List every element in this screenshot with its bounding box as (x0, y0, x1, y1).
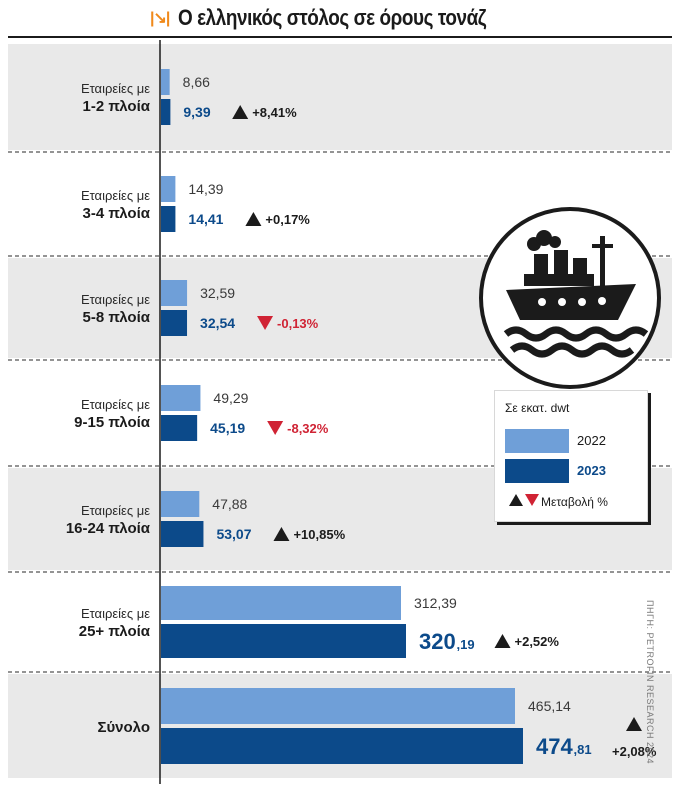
change-up-icon (273, 527, 290, 541)
bar-2022 (161, 688, 515, 724)
bar-2022 (161, 586, 401, 620)
change-label: +2,08% (612, 744, 657, 759)
legend-label-2022: 2022 (577, 433, 606, 448)
legend: Σε εκατ. dwt 2022 2023 Μεταβολή % (494, 390, 648, 522)
value-label-2023: 14,41 (188, 211, 223, 227)
bar-2022 (161, 176, 176, 202)
bar-2023 (161, 624, 406, 658)
value-label-2022: 312,39 (414, 595, 457, 611)
category-label-line1: Εταιρείες με (81, 292, 150, 307)
change-label: +2,52% (515, 634, 560, 649)
change-up-icon (626, 717, 642, 731)
category-label: 9-15 πλοία (74, 414, 151, 431)
bar-2023 (161, 415, 198, 441)
change-up-icon (245, 212, 262, 226)
change-up-icon (232, 105, 249, 119)
trend-arrow-icon: |↘| (150, 10, 170, 27)
source-credit-text: ΠΗΓΗ: PETROFIN RESEARCH 2024 (645, 600, 655, 764)
bar-2022 (161, 280, 188, 306)
chart-title: Ο ελληνικός στόλος σε όρους τονάζ (178, 5, 487, 30)
change-label: -0,13% (277, 316, 319, 331)
bar-2022 (161, 385, 201, 411)
category-label-line1: Εταιρείες με (81, 188, 150, 203)
legend-change-label: Μεταβολή % (541, 495, 608, 509)
bar-2022 (161, 69, 170, 95)
row-band (8, 44, 672, 150)
category-label-line1: Εταιρείες με (81, 503, 150, 518)
value-label-2023: 32,54 (200, 315, 235, 331)
category-label: 1-2 πλοία (83, 98, 151, 115)
value-label-2023-decimals: ,81 (574, 742, 592, 757)
bar-2023 (161, 206, 176, 232)
category-label: Σύνολο (97, 719, 150, 736)
change-markers-icon (509, 494, 539, 506)
value-label-2023: 45,19 (210, 420, 245, 436)
category-label: 3-4 πλοία (83, 205, 151, 222)
bar-2022 (161, 491, 200, 517)
legend-swatch-2022 (505, 429, 569, 453)
value-label-2022: 47,88 (212, 496, 247, 512)
legend-swatch-2023 (505, 459, 569, 483)
category-label: 25+ πλοία (79, 623, 151, 640)
category-label-line1: Εταιρείες με (81, 397, 150, 412)
category-label-line1: Εταιρείες με (81, 606, 150, 621)
legend-label-2023: 2023 (577, 463, 606, 478)
chart-header: |↘| Ο ελληνικός στόλος σε όρους τονάζ (0, 0, 680, 36)
ship-icon (479, 207, 661, 389)
change-up-icon (494, 634, 511, 648)
value-label-2022: 8,66 (183, 74, 210, 90)
value-label-2022: 49,29 (213, 390, 248, 406)
value-label-2022: 32,59 (200, 285, 235, 301)
bar-2023 (161, 99, 171, 125)
category-label: 5-8 πλοία (83, 309, 151, 326)
value-label-2023: 474 (536, 734, 573, 759)
ship-badge (476, 204, 664, 392)
bar-2023 (161, 728, 523, 764)
value-label-2023: 53,07 (216, 526, 251, 542)
value-label-2022: 465,14 (528, 698, 571, 714)
source-credit: ΠΗΓΗ: PETROFIN RESEARCH 2024 (645, 600, 671, 780)
bar-2023 (161, 310, 188, 336)
bar-2023 (161, 521, 204, 547)
value-label-2023: 9,39 (183, 104, 210, 120)
change-label: +8,41% (252, 105, 297, 120)
value-label-2023: 320 (419, 629, 456, 654)
value-label-2023-decimals: ,19 (457, 637, 475, 652)
header-rule (8, 36, 672, 38)
change-down-icon (257, 316, 274, 330)
change-label: +0,17% (265, 212, 310, 227)
legend-title: Σε εκατ. dwt (505, 401, 570, 415)
value-label-2022: 14,39 (188, 181, 223, 197)
change-label: -8,32% (287, 421, 329, 436)
category-label: 16-24 πλοία (66, 520, 151, 537)
category-label-line1: Εταιρείες με (81, 81, 150, 96)
change-label: +10,85% (293, 527, 345, 542)
change-down-icon (267, 421, 284, 435)
